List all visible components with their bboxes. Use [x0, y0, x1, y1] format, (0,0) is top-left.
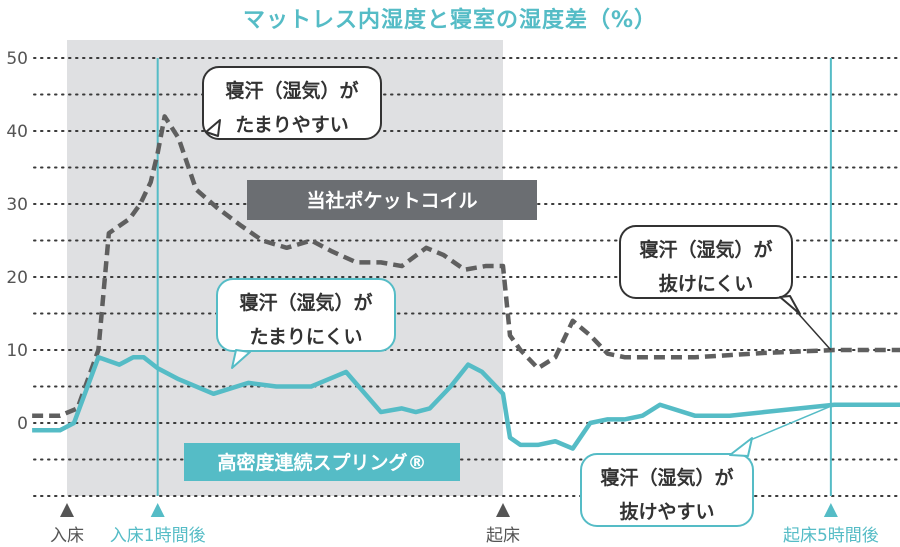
callout-pointer: [231, 349, 251, 369]
callout-text: 寝汗（湿気）が: [239, 291, 372, 314]
series-label-text: 高密度連続スプリング®: [217, 451, 426, 474]
series-lines: [32, 114, 900, 451]
y-axis-ticks: 0 10 20 30 40 50: [6, 49, 28, 434]
y-tick-label: 40: [6, 122, 28, 142]
marker-lines: [156, 58, 832, 496]
series-line-pocket-coil: [32, 114, 900, 418]
series-label-box: [184, 443, 460, 481]
leader-gray-after: [795, 310, 832, 351]
chart-title: マットレス内湿度と寝室の湿度差（%）: [242, 8, 658, 33]
callout-box: [202, 66, 382, 140]
callout-pointer: [779, 295, 801, 315]
x-marker-label: 入床1時間後: [110, 526, 206, 546]
y-tick-label: 0: [17, 414, 28, 434]
x-marker-triangle: [60, 503, 74, 517]
callout-box: [619, 225, 793, 299]
callout-box: [216, 278, 396, 352]
callout-box: [580, 453, 754, 527]
x-marker-label: 入床: [50, 526, 84, 546]
y-tick-label: 10: [6, 341, 28, 361]
x-marker-triangle: [150, 503, 165, 517]
y-tick-label: 20: [6, 268, 28, 288]
callout-pointer: [729, 437, 753, 457]
leader-teal-after: [747, 405, 832, 442]
x-marker-triangle: [823, 503, 838, 517]
y-tick-label: 30: [6, 195, 28, 215]
x-marker-label: 起床5時間後: [783, 526, 879, 546]
series-label-text: 当社ポケットコイル: [306, 189, 477, 212]
series-label-continuous-spring: 高密度連続スプリング®: [184, 443, 460, 481]
callout-text: たまりにくい: [249, 326, 362, 348]
callout-text: たまりやすい: [235, 114, 348, 136]
series-label-pocket-coil: 当社ポケットコイル: [247, 180, 537, 220]
callout-text: 抜けにくい: [659, 272, 754, 295]
x-marker-triangle: [496, 503, 510, 517]
callout-text: 寝汗（湿気）が: [225, 79, 358, 102]
callout-text: 抜けやすい: [619, 500, 714, 523]
callout-text: 寝汗（湿気）が: [639, 238, 772, 261]
callout-bubbles: 寝汗（湿気）がたまりやすい寝汗（湿気）がたまりにくい寝汗（湿気）が抜けにくい寝汗…: [202, 66, 801, 527]
callout-leaders: [747, 310, 832, 442]
series-line-continuous-spring: [32, 355, 900, 451]
x-marker-label: 起床: [486, 526, 520, 546]
y-tick-label: 50: [6, 49, 28, 69]
callout-text: 寝汗（湿気）が: [600, 466, 733, 489]
series-label-box: [247, 180, 537, 220]
x-axis-markers: 入床 入床1時間後 起床 起床5時間後: [50, 503, 879, 546]
callout-pointer: [205, 119, 221, 137]
